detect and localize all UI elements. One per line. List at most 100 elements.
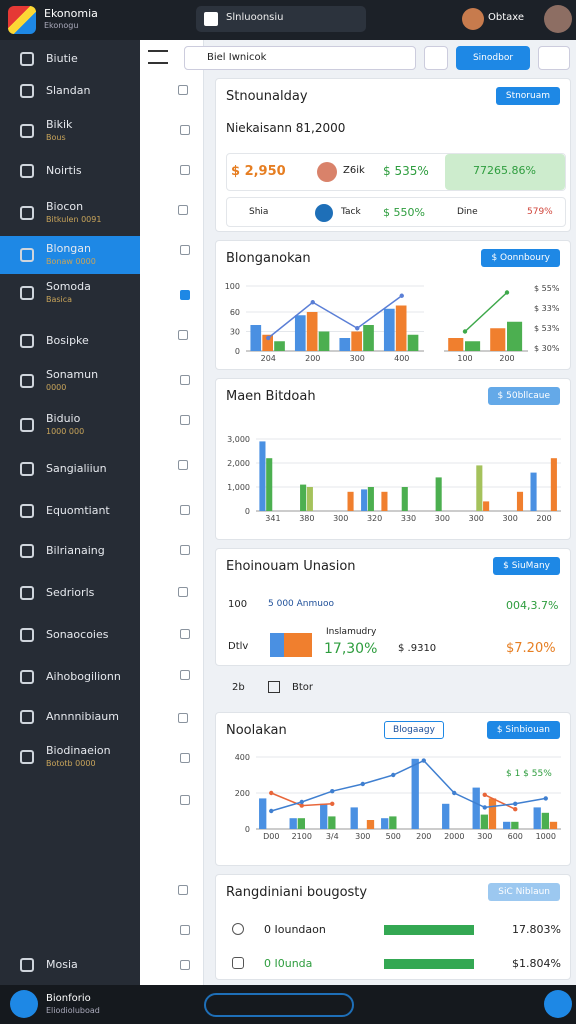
bar xyxy=(339,338,351,351)
nav-item[interactable]: Biduio 1000 000 xyxy=(0,406,140,444)
icon[interactable] xyxy=(180,753,190,763)
home-bar[interactable] xyxy=(204,993,354,1017)
point xyxy=(360,781,365,787)
nav-icon xyxy=(20,544,34,558)
nav-item[interactable]: Sonaocoies xyxy=(0,616,140,654)
bar xyxy=(448,338,464,351)
icon-button[interactable] xyxy=(538,46,570,70)
nav-icon xyxy=(20,628,34,642)
icon[interactable] xyxy=(180,925,190,935)
card-button[interactable]: $ Sinbiouan xyxy=(486,721,560,739)
nav-item[interactable]: Bosipke xyxy=(0,322,140,360)
icon[interactable] xyxy=(180,545,190,555)
nav-item[interactable]: Aihobogilionn xyxy=(0,658,140,696)
bar xyxy=(351,331,362,351)
card-button[interactable]: SiC Niblaun xyxy=(488,883,560,901)
bar xyxy=(266,458,273,511)
x-tick-label: 400 xyxy=(394,354,409,363)
icon[interactable] xyxy=(178,885,188,895)
legend: $ 1 $ 55% xyxy=(506,769,552,779)
point xyxy=(513,807,518,812)
top-bar: Ekonomia Ekonogu Slnluoonsiu Obtaxe xyxy=(0,0,576,40)
point xyxy=(310,300,315,305)
icon[interactable] xyxy=(178,205,188,215)
icon[interactable] xyxy=(180,670,190,680)
filter[interactable]: 2b xyxy=(232,682,245,693)
card-title: Blonganokan xyxy=(226,251,311,266)
nav-item[interactable]: Annnnibiaum xyxy=(0,698,140,736)
card-button[interactable]: $ SiuMany xyxy=(493,557,560,575)
icon[interactable] xyxy=(180,245,190,255)
nav-icon xyxy=(20,124,34,138)
primary-button[interactable]: Sinodbor xyxy=(456,46,530,70)
search-box[interactable]: Biel Iwnicok xyxy=(184,46,416,70)
icon[interactable] xyxy=(180,375,190,385)
card-button[interactable]: $ Oonnboury xyxy=(481,249,560,267)
point xyxy=(452,790,457,796)
icon[interactable] xyxy=(178,85,188,95)
fab[interactable] xyxy=(544,990,572,1018)
nav-icon xyxy=(20,164,34,178)
nav-icon xyxy=(20,586,34,600)
nav-item[interactable]: Sonamun 0000 xyxy=(0,362,140,400)
bar xyxy=(490,328,506,351)
x-tick-label: 2100 xyxy=(292,832,312,841)
icon[interactable] xyxy=(180,415,190,425)
bar xyxy=(383,308,395,351)
filter[interactable]: Btor xyxy=(292,682,314,693)
nav-item[interactable]: Blongan Bonaw 0000 xyxy=(0,236,140,274)
nav-label: Biodinaeion xyxy=(46,744,111,757)
nav-item[interactable]: Equomtiant xyxy=(0,492,140,530)
nav-item[interactable]: Sangialiiun xyxy=(0,450,140,488)
progress xyxy=(384,925,474,935)
bar xyxy=(297,818,306,829)
detail-text: 5 000 Anmuoo xyxy=(268,599,334,609)
row-name: 0 I0unda xyxy=(264,957,313,970)
highlight: 77265.86% xyxy=(445,154,565,190)
point xyxy=(421,758,426,763)
menu-icon[interactable] xyxy=(148,50,168,64)
icon[interactable] xyxy=(178,587,188,597)
chart: 0 200 400 D00 2100 3/4 300 500 200 2000 300 600 1000 xyxy=(235,753,561,841)
icon[interactable] xyxy=(180,795,190,805)
nav-item[interactable]: Slandan xyxy=(0,72,140,110)
icon[interactable] xyxy=(180,505,190,515)
avatar[interactable] xyxy=(544,5,572,33)
nav-item[interactable]: Somoda Basica xyxy=(0,274,140,312)
icon[interactable] xyxy=(178,330,188,340)
icon[interactable] xyxy=(180,165,190,175)
nav-item[interactable]: Biocon Bitkulen 0091 xyxy=(0,194,140,232)
x-tick-label: 300 xyxy=(333,514,348,523)
stat: $ 550% xyxy=(383,206,425,219)
icon[interactable] xyxy=(180,629,190,639)
bar xyxy=(480,814,489,829)
x-tick-label: 300 xyxy=(350,354,365,363)
nav-item[interactable]: Noirtis xyxy=(0,152,140,190)
nav-label: Slandan xyxy=(46,84,91,97)
nav-item[interactable]: Bikik Bous xyxy=(0,112,140,150)
top-search[interactable]: Slnluoonsiu xyxy=(196,6,366,32)
avatar[interactable] xyxy=(462,8,484,30)
bar xyxy=(442,803,450,829)
icon[interactable] xyxy=(180,290,190,300)
card-button[interactable]: $ 50bllcaue xyxy=(487,387,560,405)
bar xyxy=(250,325,262,351)
nav-item[interactable]: Mosia xyxy=(0,946,140,984)
nav-item[interactable]: Sedriorls xyxy=(0,574,140,612)
tag-button[interactable]: Blogaagy xyxy=(384,721,444,739)
nav-item[interactable]: Biutie xyxy=(0,40,140,78)
detail-text: 100 xyxy=(228,599,248,610)
card-title: Maen Bitdoah xyxy=(226,389,316,404)
nav-item[interactable]: Bilrianaing xyxy=(0,532,140,570)
card-button[interactable]: Stnoruam xyxy=(495,87,560,105)
icon[interactable] xyxy=(180,125,190,135)
bar xyxy=(259,798,267,829)
icon[interactable] xyxy=(178,460,188,470)
icon[interactable] xyxy=(180,960,190,970)
nav-item[interactable]: Biodinaeion Bototb 0000 xyxy=(0,738,140,776)
progress xyxy=(384,959,474,969)
icon[interactable] xyxy=(178,713,188,723)
refresh-button[interactable] xyxy=(424,46,448,70)
row-value: $1.804% xyxy=(512,957,561,970)
nav-label: Aihobogilionn xyxy=(46,670,121,683)
